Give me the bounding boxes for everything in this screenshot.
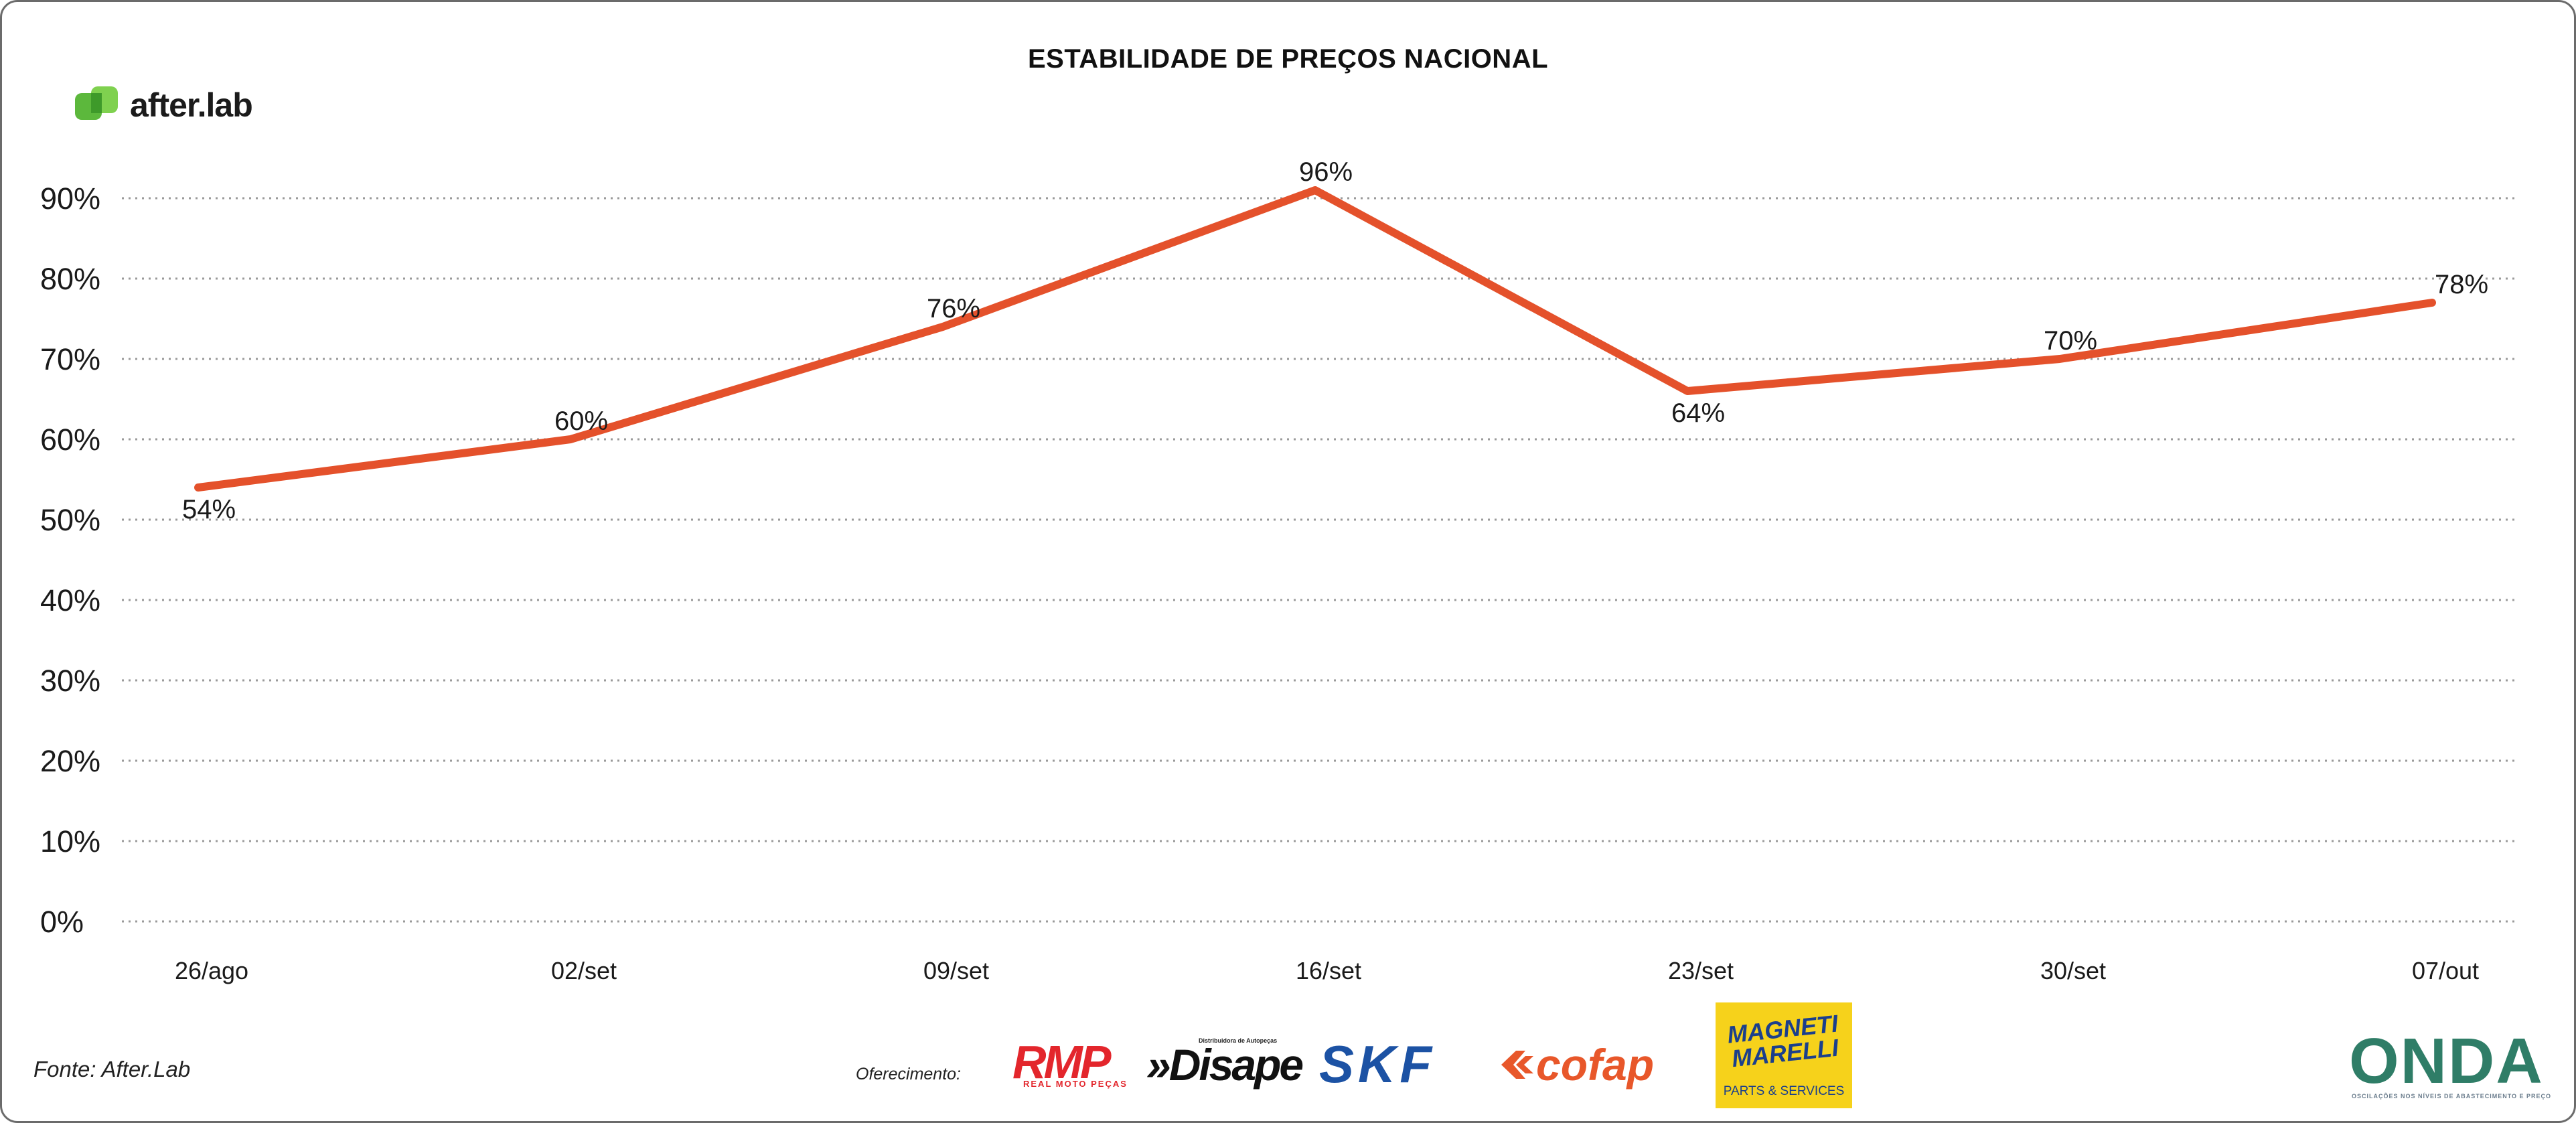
- series-line: [194, 186, 2436, 492]
- y-tick-label: 60%: [40, 423, 100, 457]
- y-tick-label: 10%: [40, 824, 100, 858]
- data-label: 76%: [927, 294, 980, 323]
- x-tick-label: 26/ago: [175, 957, 248, 984]
- y-axis: 0% 10% 20% 30% 40% 50% 60% 70% 80% 90%: [40, 181, 100, 939]
- cofap-logo-text: cofap: [1536, 1040, 1655, 1090]
- data-label: 70%: [2044, 326, 2097, 356]
- chart-title: ESTABILIDADE DE PREÇOS NACIONAL: [1027, 44, 1549, 74]
- afterlab-logo: after.lab: [75, 86, 253, 125]
- data-labels: 54% 60% 76% 96% 64% 70% 78%: [182, 157, 2488, 524]
- x-tick-label: 23/set: [1668, 957, 1734, 984]
- onda-logo-subtitle: OSCILAÇÕES NOS NÍVEIS DE ABASTECIMENTO E…: [2352, 1093, 2552, 1100]
- afterlab-logo-text: after.lab: [130, 86, 253, 124]
- cofap-chevron-icon: [1501, 1051, 1533, 1079]
- skf-logo: SKF: [1319, 1035, 1436, 1094]
- data-label: 64%: [1671, 398, 1725, 428]
- grid-lines: [122, 197, 2514, 923]
- data-label: 60%: [554, 406, 608, 436]
- disape-logo-subtitle: Distribuidora de Autopeças: [1199, 1037, 1278, 1044]
- x-tick-label: 30/set: [2040, 957, 2106, 984]
- y-tick-label: 20%: [40, 744, 100, 778]
- magneti-marelli-subtitle: PARTS & SERVICES: [1723, 1084, 1845, 1098]
- sponsor-label: Oferecimento:: [856, 1065, 962, 1083]
- onda-logo: ONDA: [2349, 1025, 2544, 1097]
- data-label: 78%: [2435, 270, 2488, 299]
- x-axis: 26/ago 02/set 09/set 16/set 23/set 30/set 07/o…: [175, 957, 2479, 984]
- rmp-logo-subtitle: REAL MOTO PEÇAS: [1023, 1079, 1128, 1089]
- afterlab-logo-icon: [75, 86, 118, 120]
- data-label: 54%: [182, 495, 236, 524]
- y-tick-label: 70%: [40, 342, 100, 376]
- y-tick-label: 40%: [40, 583, 100, 617]
- cofap-logo: cofap: [1499, 1041, 1654, 1088]
- disape-logo: »Disape: [1146, 1040, 1304, 1090]
- x-tick-label: 16/set: [1296, 957, 1361, 984]
- y-tick-label: 80%: [40, 262, 100, 296]
- data-label: 96%: [1299, 157, 1353, 187]
- x-tick-label: 09/set: [923, 957, 989, 984]
- y-tick-label: 90%: [40, 181, 100, 216]
- y-tick-label: 30%: [40, 664, 100, 698]
- y-tick-label: 50%: [40, 503, 100, 537]
- series-group: [194, 186, 2436, 492]
- magneti-marelli-logo: MAGNETI MARELLI PARTS & SERVICES: [1716, 1002, 1852, 1108]
- y-tick-label: 0%: [40, 905, 84, 939]
- rmp-logo: RMP: [1012, 1036, 1112, 1088]
- magneti-marelli-name: MAGNETI MARELLI: [1726, 1009, 1840, 1073]
- x-tick-label: 07/out: [2412, 957, 2479, 984]
- x-tick-label: 02/set: [551, 957, 617, 984]
- source-note: Fonte: After.Lab: [33, 1057, 191, 1081]
